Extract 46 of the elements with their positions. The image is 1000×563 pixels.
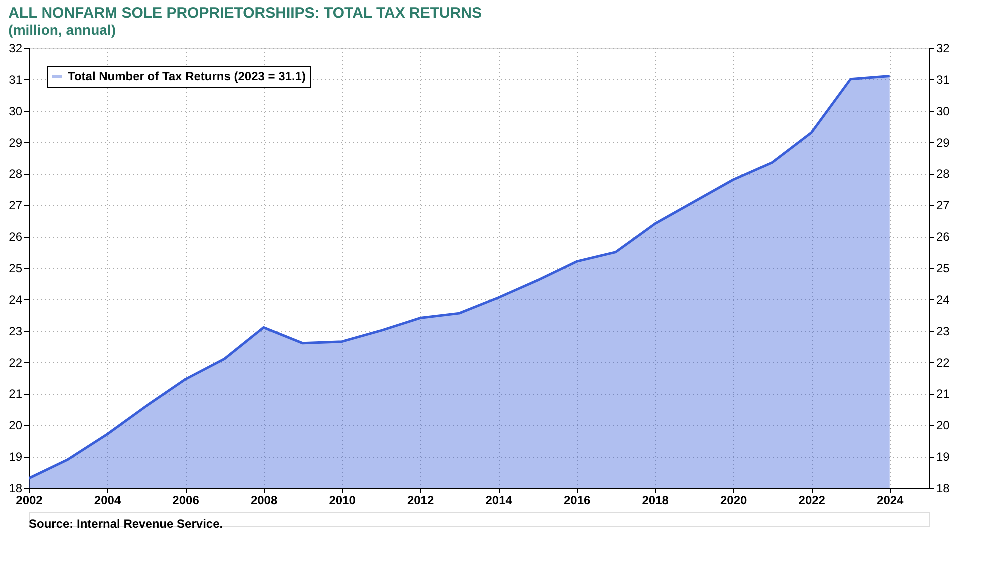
y-tick-label: 29 — [9, 136, 23, 150]
y2-tick-label: 21 — [936, 387, 950, 402]
y-tick-label: 31 — [9, 72, 23, 87]
y2-tick-label: 22 — [936, 356, 950, 370]
x-tick-label: 2016 — [564, 494, 591, 508]
y-tick-label: 23 — [9, 324, 23, 338]
y-tick-label: 18 — [9, 482, 23, 496]
chart-subtitle: (million, annual) — [8, 22, 116, 38]
y2-tick-label: 30 — [936, 104, 950, 118]
x-tick-label: 2018 — [642, 494, 670, 508]
y2-tick-label: 32 — [936, 42, 950, 56]
y2-tick-label: 19 — [936, 450, 950, 464]
y-tick-label: 21 — [9, 387, 23, 402]
y-tick-label: 30 — [9, 104, 23, 118]
y2-tick-label: 31 — [936, 72, 950, 87]
x-tick-label: 2010 — [329, 494, 356, 508]
y-tick-label: 24 — [9, 292, 23, 307]
y-tick-label: 19 — [9, 450, 23, 464]
y2-tick-label: 24 — [936, 292, 950, 307]
y2-tick-label: 20 — [936, 418, 950, 433]
y-tick-label: 26 — [9, 230, 23, 244]
y2-tick-label: 18 — [936, 482, 950, 496]
y-tick-label: 28 — [9, 167, 23, 182]
chart-title: ALL NONFARM SOLE PROPRIETORSHIIPS: TOTAL TAX RETURNS — [8, 5, 482, 22]
x-tick-label: 2024 — [877, 494, 904, 508]
y2-tick-label: 25 — [936, 262, 950, 276]
y2-tick-label: 23 — [936, 324, 950, 338]
source-note: Source: Internal Revenue Service. — [29, 517, 224, 531]
x-tick-label: 2006 — [172, 494, 200, 508]
x-tick-label: 2022 — [798, 494, 826, 508]
x-tick-label: 2002 — [16, 494, 44, 508]
y-tick-label: 25 — [9, 262, 23, 276]
x-tick-label: 2020 — [720, 494, 748, 508]
y2-tick-label: 28 — [936, 167, 950, 182]
legend-label: Total Number of Tax Returns (2023 = 31.1) — [68, 70, 306, 84]
x-tick-label: 2014 — [486, 494, 513, 508]
x-tick-label: 2004 — [94, 494, 122, 508]
x-tick-label: 2008 — [250, 494, 278, 508]
y2-tick-label: 26 — [936, 230, 950, 244]
x-tick-label: 2012 — [407, 494, 434, 508]
y-tick-label: 20 — [9, 418, 23, 433]
y-tick-label: 22 — [9, 356, 23, 370]
y2-tick-label: 29 — [936, 136, 950, 150]
y2-tick-label: 27 — [936, 198, 950, 213]
y-tick-label: 27 — [9, 198, 23, 213]
y-tick-label: 32 — [9, 42, 23, 56]
